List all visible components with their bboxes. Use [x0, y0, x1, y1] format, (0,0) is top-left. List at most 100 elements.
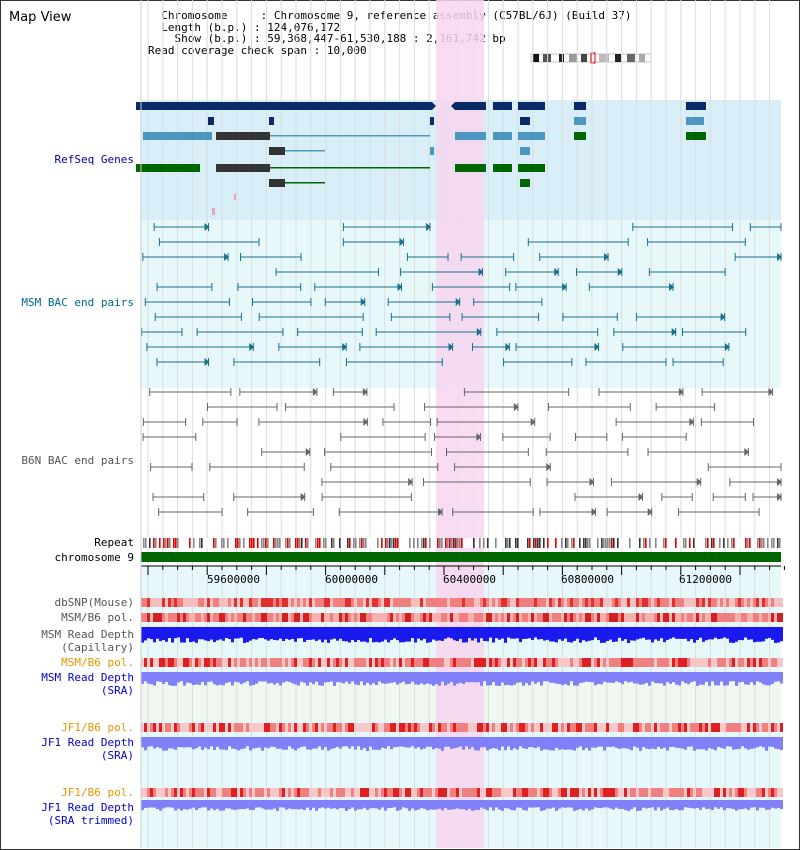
depth-bar [513, 627, 516, 639]
depth-bar [177, 627, 180, 638]
depth-bar [204, 800, 207, 808]
depth-bar [657, 672, 660, 684]
depth-bar [444, 672, 447, 686]
track-label-jf1-read-depth[interactable]: JF1 Read Depth [41, 736, 134, 749]
repeat-mark [667, 538, 669, 548]
arrow-glyph [678, 388, 684, 396]
depth-bar [258, 627, 261, 639]
depth-bar [651, 737, 654, 749]
heat-cell [726, 723, 729, 732]
heat-cell [210, 598, 213, 607]
depth-bar [312, 672, 315, 685]
heat-cell [549, 613, 552, 622]
depth-bar [513, 737, 516, 749]
repeat-mark [485, 538, 487, 548]
depth-bar [501, 672, 504, 683]
depth-bar [237, 737, 240, 751]
depth-bar [471, 672, 474, 683]
repeat-mark [777, 538, 779, 548]
depth-bar [315, 800, 318, 811]
depth-bar [435, 672, 438, 685]
heat-cell [477, 658, 480, 667]
heat-cell [354, 613, 357, 622]
heat-cell [633, 613, 636, 622]
heat-cell [498, 613, 501, 622]
track-label-msm-b6-pol-2[interactable]: MSM/B6 pol. [61, 656, 134, 669]
depth-bar [654, 627, 657, 640]
repeat-mark [743, 538, 745, 548]
heat-cell [759, 658, 762, 667]
arrow-glyph [724, 343, 730, 351]
heat-cell [516, 788, 519, 797]
depth-bar [219, 672, 222, 685]
depth-bar [249, 627, 252, 641]
track-label-jf1-read-depth-trim[interactable]: JF1 Read Depth [41, 801, 134, 814]
depth-bar [498, 627, 501, 640]
depth-bar [366, 737, 369, 751]
repeat-mark [299, 538, 301, 548]
repeat-mark [303, 538, 305, 548]
track-label-repeat[interactable]: Repeat [94, 536, 134, 549]
track-label-msm-b6-pol[interactable]: MSM/B6 pol. [61, 611, 134, 624]
depth-bar [426, 737, 429, 747]
repeat-mark [209, 538, 211, 548]
heat-cell [303, 598, 306, 607]
heat-cell [423, 723, 426, 732]
repeat-mark [411, 538, 413, 548]
heat-cell [357, 788, 360, 797]
heat-cell [609, 658, 612, 667]
track-label-msm-read-depth[interactable]: MSM Read Depth [41, 628, 134, 641]
depth-bar [405, 672, 408, 685]
depth-bar [177, 800, 180, 809]
heat-cell [651, 598, 654, 607]
track-label-jf1-b6-pol[interactable]: JF1/B6 pol. [61, 721, 134, 734]
heat-cell [627, 598, 630, 607]
heat-cell [759, 723, 762, 732]
heat-cell [582, 788, 585, 797]
repeat-mark [747, 538, 749, 548]
heat-cell [723, 788, 726, 797]
heat-cell [573, 788, 576, 797]
depth-bar [519, 672, 522, 683]
depth-bar [411, 737, 414, 747]
track-label-chromosome[interactable]: chromosome 9 [54, 551, 134, 564]
heat-cell [735, 723, 738, 732]
repeat-mark [419, 538, 421, 548]
depth-bar [468, 800, 471, 809]
track-label-msm-read-depth-sra[interactable]: MSM Read Depth [41, 671, 134, 684]
track-label-dbsnp[interactable]: dbSNP(Mouse) [54, 596, 134, 609]
depth-bar [618, 737, 621, 749]
heat-cell [147, 598, 150, 607]
heat-cell [480, 723, 483, 732]
depth-bar [300, 800, 303, 809]
depth-bar [603, 672, 606, 682]
heat-cell [471, 723, 474, 732]
track-label-b6n-bac[interactable]: B6N BAC end pairs [21, 454, 134, 467]
heat-cell [300, 613, 303, 622]
heat-cell [384, 723, 387, 732]
heat-cell [480, 788, 483, 797]
track-label-refseq[interactable]: RefSeq Genes [54, 153, 134, 166]
heat-cell [360, 658, 363, 667]
depth-bar [402, 672, 405, 682]
heat-cell [432, 723, 435, 732]
depth-bar [246, 800, 249, 809]
heat-cell [474, 613, 477, 622]
heat-cell [387, 613, 390, 622]
heat-cell [627, 788, 630, 797]
depth-bar [363, 672, 366, 686]
heat-cell [426, 598, 429, 607]
heat-cell [405, 598, 408, 607]
heat-cell [597, 723, 600, 732]
track-label-msm-bac[interactable]: MSM BAC end pairs [21, 296, 134, 309]
track-label-jf1-read-depth-trim-sub: (SRA trimmed) [47, 814, 134, 827]
track-label-jf1-b6-pol-2[interactable]: JF1/B6 pol. [61, 786, 134, 799]
heat-cell [171, 598, 174, 607]
depth-bar [186, 627, 189, 639]
depth-bar [579, 627, 582, 643]
depth-bar [558, 800, 561, 809]
repeat-mark [181, 538, 183, 548]
depth-bar [654, 800, 657, 811]
